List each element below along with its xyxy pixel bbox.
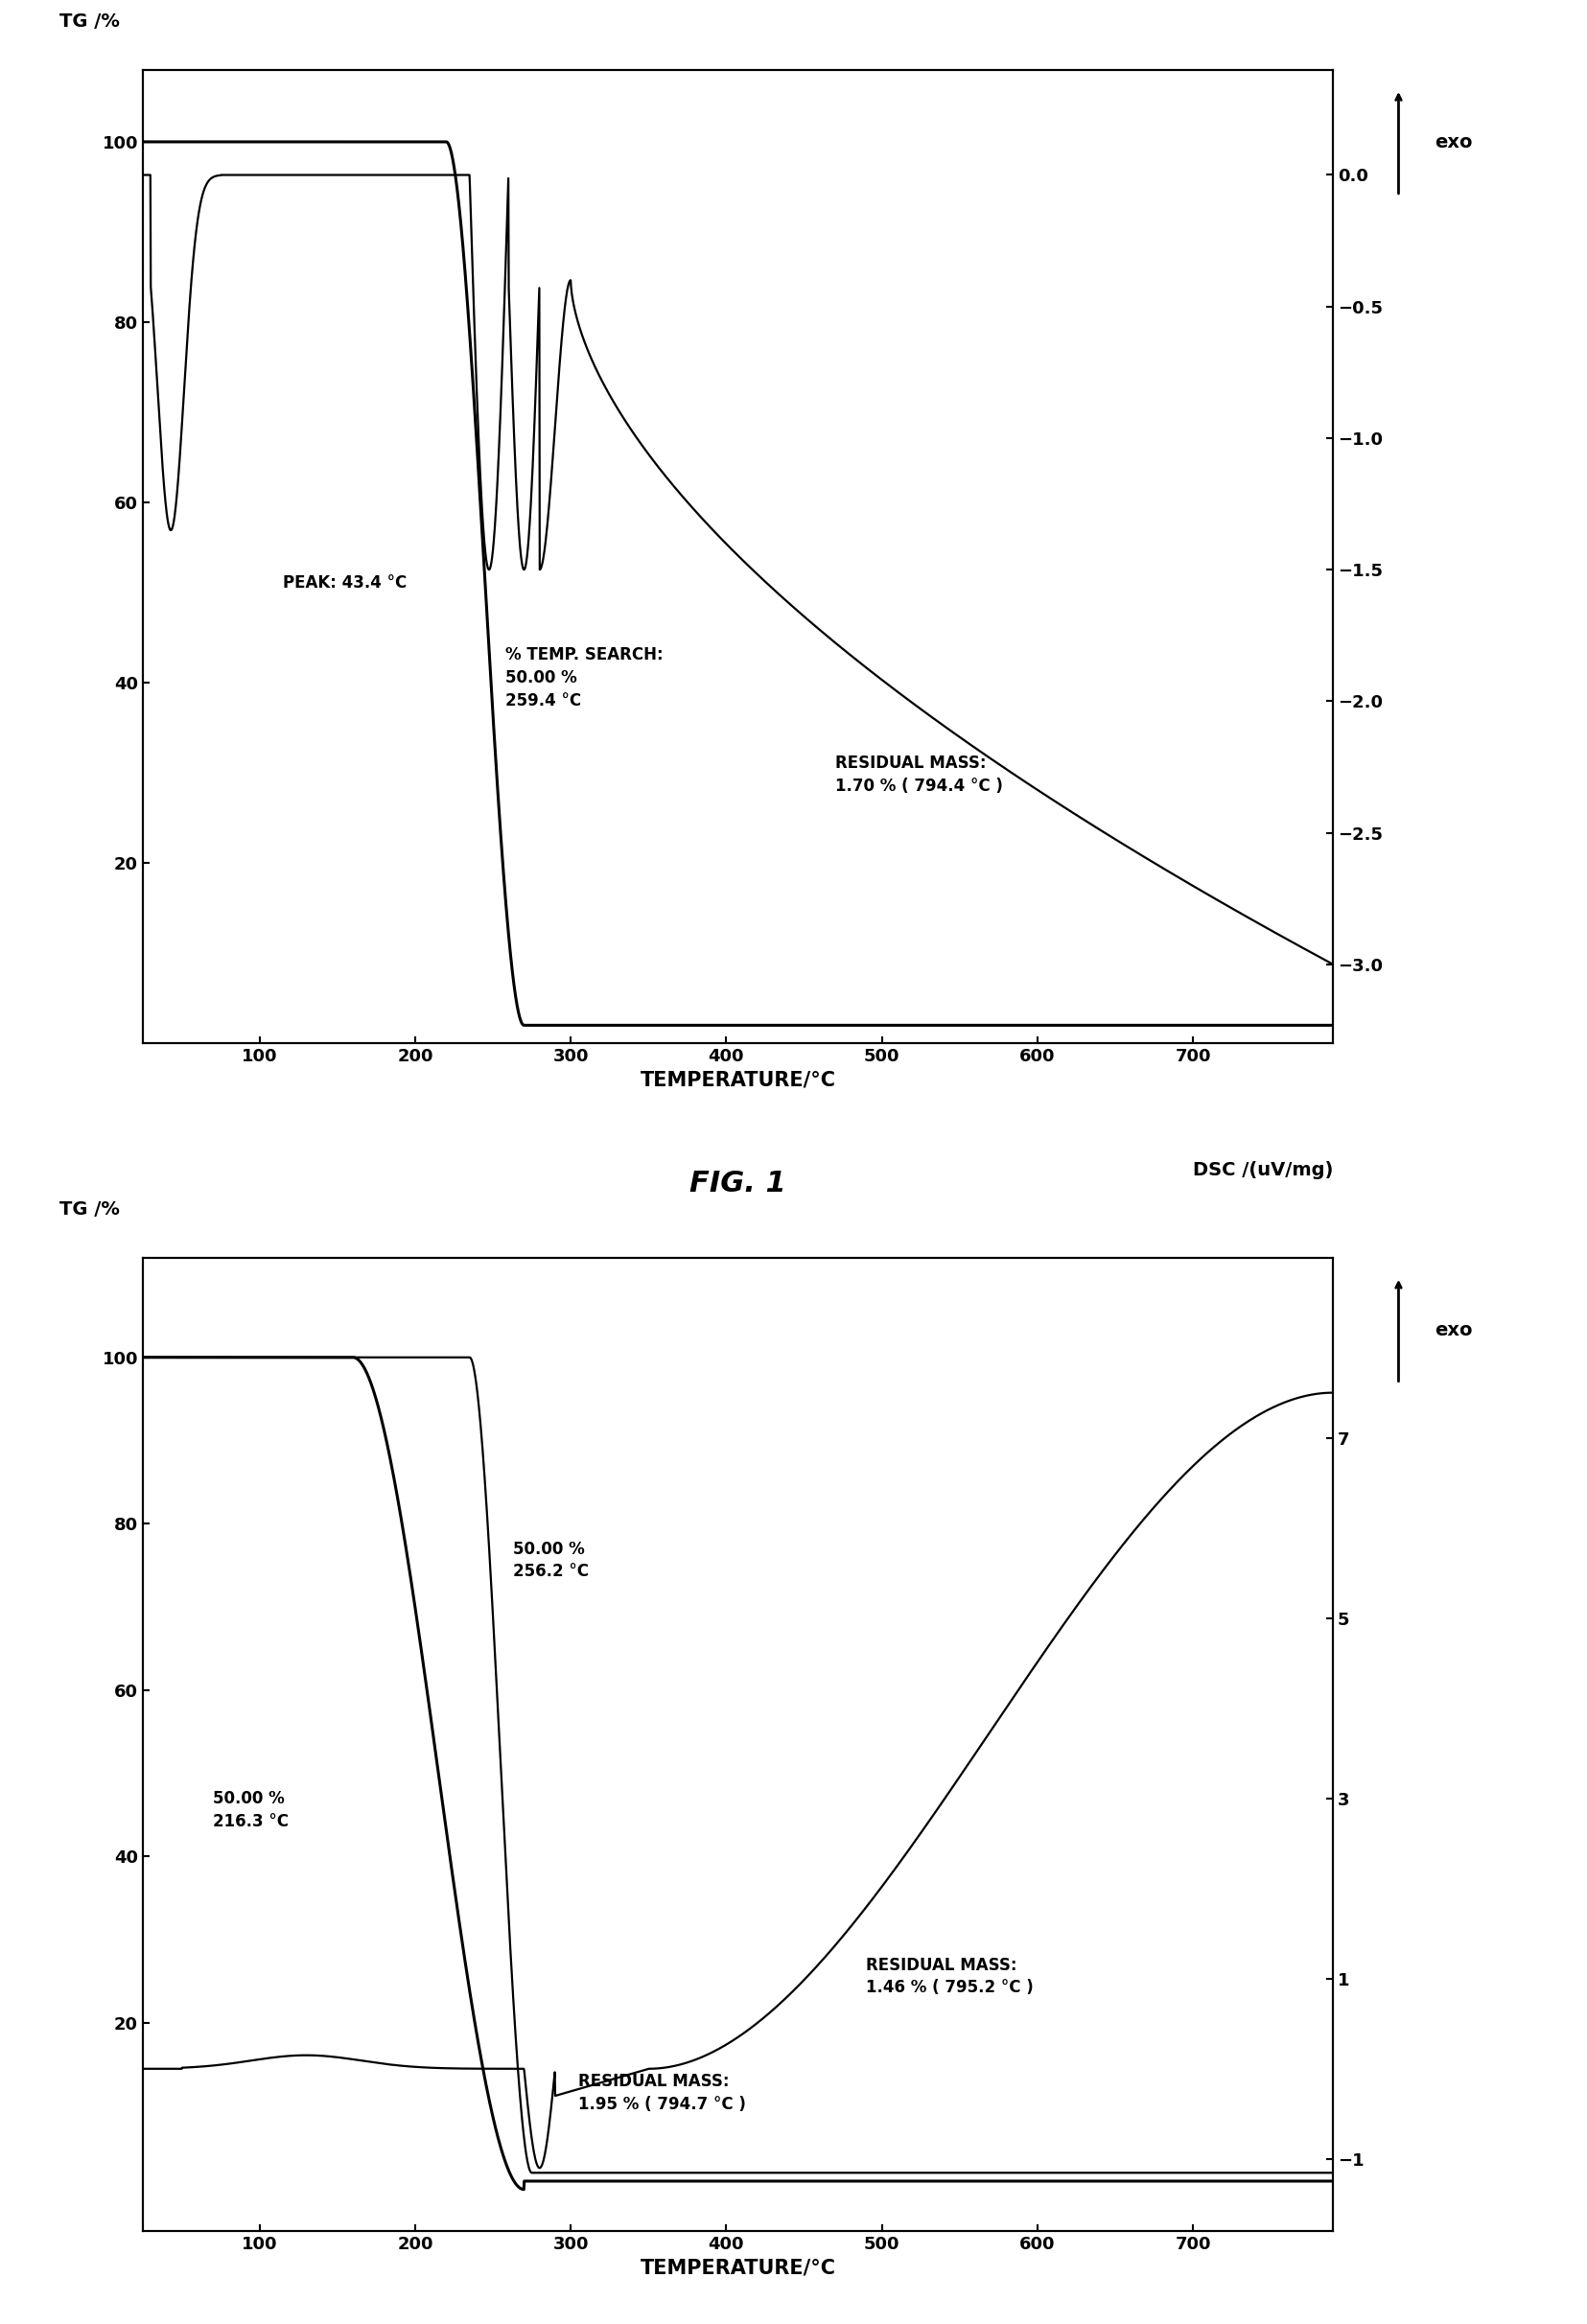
Text: DSC /(uV/mg): DSC /(uV/mg) [1193,1162,1333,1181]
Text: FIG. 1: FIG. 1 [690,1169,786,1197]
Text: RESIDUAL MASS:
1.70 % ( 794.4 °C ): RESIDUAL MASS: 1.70 % ( 794.4 °C ) [835,755,1003,795]
Text: TG /%: TG /% [59,12,119,30]
Text: TG /%: TG /% [59,1199,119,1218]
Text: RESIDUAL MASS:
1.95 % ( 794.7 °C ): RESIDUAL MASS: 1.95 % ( 794.7 °C ) [579,2073,746,2113]
X-axis label: TEMPERATURE/°C: TEMPERATURE/°C [640,1071,836,1090]
Text: PEAK: 43.4 °C: PEAK: 43.4 °C [282,574,406,593]
X-axis label: TEMPERATURE/°C: TEMPERATURE/°C [640,2259,836,2278]
Text: exo: exo [1435,1322,1473,1339]
Text: exo: exo [1435,132,1473,151]
Text: 50.00 %
256.2 °C: 50.00 % 256.2 °C [513,1541,589,1580]
Text: % TEMP. SEARCH:
50.00 %
259.4 °C: % TEMP. SEARCH: 50.00 % 259.4 °C [505,646,663,709]
Text: RESIDUAL MASS:
1.46 % ( 795.2 °C ): RESIDUAL MASS: 1.46 % ( 795.2 °C ) [867,1957,1033,1996]
Text: 50.00 %
216.3 °C: 50.00 % 216.3 °C [213,1789,289,1829]
